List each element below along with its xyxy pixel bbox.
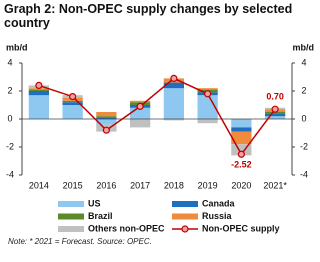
bar-segment bbox=[28, 91, 49, 96]
y2-tick-label: 0 bbox=[301, 113, 306, 123]
bar-segment bbox=[231, 144, 252, 156]
x-tick-label: 2019 bbox=[198, 180, 218, 190]
bar-segment bbox=[130, 119, 151, 128]
line-marker bbox=[102, 126, 110, 134]
x-tick-label: 2021* bbox=[263, 180, 287, 190]
legend-label: Canada bbox=[202, 198, 236, 208]
bar-segment bbox=[28, 89, 49, 91]
y2-axis-label: mb/d bbox=[293, 42, 315, 52]
line-marker bbox=[204, 90, 212, 98]
line-marker bbox=[170, 74, 178, 83]
x-tick-label: 2017 bbox=[130, 180, 150, 190]
bar-segment bbox=[231, 127, 252, 132]
bar-segment bbox=[130, 107, 151, 119]
legend-swatch bbox=[58, 213, 84, 220]
legend-label: US bbox=[88, 198, 101, 208]
y2-tick-label: 4 bbox=[301, 57, 306, 67]
bar-segment bbox=[62, 102, 83, 105]
bar-segment bbox=[163, 88, 184, 119]
bar-segment bbox=[197, 95, 218, 119]
legend-swatch bbox=[172, 213, 198, 220]
legend-swatch bbox=[58, 226, 84, 232]
bar-segment bbox=[62, 105, 83, 119]
data-label: -2.52 bbox=[231, 160, 252, 170]
line-marker bbox=[136, 102, 144, 111]
x-tick-label: 2020 bbox=[231, 180, 251, 190]
y2-tick-label: -4 bbox=[300, 169, 308, 179]
bar-segment bbox=[197, 88, 218, 90]
y-tick-label: -4 bbox=[6, 169, 14, 179]
bar-segment bbox=[96, 119, 117, 125]
x-tick-label: 2018 bbox=[164, 180, 184, 190]
data-label: 0.70 bbox=[266, 92, 284, 102]
bar-segment bbox=[62, 100, 83, 103]
bar-segment bbox=[163, 119, 184, 121]
y2-tick-label: -2 bbox=[300, 141, 308, 151]
bar-segment bbox=[28, 95, 49, 119]
x-tick-label: 2015 bbox=[63, 180, 83, 190]
y2-tick-label: 2 bbox=[301, 85, 306, 95]
y-tick-label: -2 bbox=[6, 141, 14, 151]
note: Note: * 2021 = Forecast. Source: OPEC. bbox=[8, 237, 152, 246]
legend-label: Non-OPEC supply bbox=[202, 223, 280, 233]
line-marker bbox=[35, 81, 43, 90]
legend-label: Brazil bbox=[88, 211, 113, 221]
bar-segment bbox=[231, 119, 252, 128]
bar-segment bbox=[265, 116, 286, 119]
line-marker bbox=[271, 105, 279, 113]
bar-segment bbox=[231, 131, 252, 145]
x-tick-label: 2014 bbox=[29, 180, 49, 190]
bar-segment bbox=[265, 113, 286, 117]
bar-segment bbox=[96, 116, 117, 118]
bar-segment bbox=[130, 100, 151, 103]
bar-segment bbox=[197, 119, 218, 124]
legend-label: Others non-OPEC bbox=[88, 223, 165, 233]
y-axis-label: mb/d bbox=[6, 42, 28, 52]
bar-segment bbox=[96, 117, 117, 119]
line-marker bbox=[237, 150, 245, 158]
bar-segment bbox=[163, 82, 184, 89]
chart-title: Graph 2: Non-OPEC supply changes by sele… bbox=[4, 2, 293, 30]
bar-segment bbox=[96, 112, 117, 117]
legend-marker bbox=[181, 225, 189, 233]
legend-swatch bbox=[58, 201, 84, 207]
y-tick-label: 0 bbox=[7, 113, 12, 123]
y-tick-label: 2 bbox=[7, 85, 12, 95]
legend-swatch bbox=[172, 201, 198, 207]
line-marker bbox=[69, 92, 77, 101]
line bbox=[38, 77, 276, 156]
legend-label: Russia bbox=[202, 211, 233, 221]
y-tick-label: 4 bbox=[7, 57, 12, 67]
x-tick-label: 2016 bbox=[96, 180, 116, 190]
